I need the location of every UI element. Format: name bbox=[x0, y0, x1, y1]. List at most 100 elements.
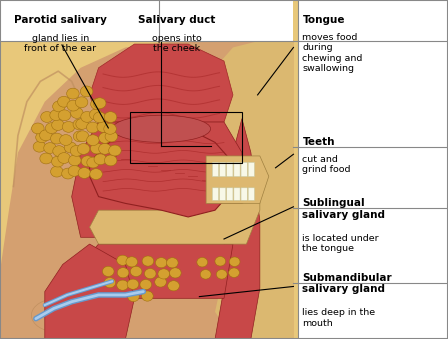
FancyBboxPatch shape bbox=[212, 188, 219, 200]
FancyBboxPatch shape bbox=[234, 162, 240, 177]
Text: Tongue: Tongue bbox=[302, 15, 345, 25]
Ellipse shape bbox=[109, 145, 121, 156]
Ellipse shape bbox=[33, 141, 46, 152]
Ellipse shape bbox=[36, 132, 48, 143]
Text: opens into
the cheek: opens into the cheek bbox=[152, 34, 202, 53]
Ellipse shape bbox=[104, 123, 116, 134]
Ellipse shape bbox=[126, 257, 138, 267]
Ellipse shape bbox=[44, 143, 56, 154]
Polygon shape bbox=[0, 41, 293, 339]
Ellipse shape bbox=[130, 266, 142, 277]
Ellipse shape bbox=[200, 270, 211, 279]
Ellipse shape bbox=[81, 112, 93, 122]
Ellipse shape bbox=[86, 135, 99, 146]
Ellipse shape bbox=[90, 99, 103, 109]
Ellipse shape bbox=[112, 115, 211, 142]
FancyBboxPatch shape bbox=[227, 162, 233, 177]
Ellipse shape bbox=[71, 107, 83, 118]
Ellipse shape bbox=[53, 146, 65, 157]
Ellipse shape bbox=[58, 153, 70, 163]
Ellipse shape bbox=[81, 156, 94, 167]
FancyBboxPatch shape bbox=[220, 188, 226, 200]
Ellipse shape bbox=[45, 123, 58, 134]
Ellipse shape bbox=[31, 298, 85, 332]
FancyBboxPatch shape bbox=[241, 188, 247, 200]
Ellipse shape bbox=[52, 101, 65, 112]
Ellipse shape bbox=[99, 143, 111, 154]
Ellipse shape bbox=[51, 166, 63, 177]
Ellipse shape bbox=[167, 258, 178, 268]
Polygon shape bbox=[67, 244, 233, 298]
Ellipse shape bbox=[158, 269, 170, 279]
FancyBboxPatch shape bbox=[234, 188, 240, 200]
Ellipse shape bbox=[128, 292, 139, 302]
Ellipse shape bbox=[216, 270, 227, 279]
Polygon shape bbox=[90, 125, 233, 217]
Text: cut and
grind food: cut and grind food bbox=[302, 155, 351, 174]
Polygon shape bbox=[45, 244, 134, 339]
Ellipse shape bbox=[52, 156, 64, 167]
Ellipse shape bbox=[87, 157, 99, 168]
Ellipse shape bbox=[90, 168, 102, 179]
Ellipse shape bbox=[215, 257, 226, 266]
Ellipse shape bbox=[142, 256, 154, 266]
Ellipse shape bbox=[78, 167, 90, 178]
Ellipse shape bbox=[117, 255, 129, 265]
Polygon shape bbox=[90, 197, 260, 244]
Ellipse shape bbox=[155, 277, 166, 287]
Polygon shape bbox=[0, 0, 293, 41]
Polygon shape bbox=[215, 41, 293, 339]
Ellipse shape bbox=[40, 153, 52, 164]
Ellipse shape bbox=[76, 131, 89, 142]
Text: Salivary duct: Salivary duct bbox=[138, 15, 215, 25]
Ellipse shape bbox=[197, 257, 207, 267]
Text: gland lies in
front of the ear: gland lies in front of the ear bbox=[25, 34, 96, 53]
Ellipse shape bbox=[117, 280, 129, 290]
Ellipse shape bbox=[52, 120, 64, 131]
Ellipse shape bbox=[104, 155, 117, 166]
Ellipse shape bbox=[99, 133, 111, 143]
Ellipse shape bbox=[142, 291, 153, 301]
FancyBboxPatch shape bbox=[241, 162, 247, 177]
Ellipse shape bbox=[127, 279, 139, 289]
FancyBboxPatch shape bbox=[248, 162, 254, 177]
Ellipse shape bbox=[104, 278, 116, 288]
Ellipse shape bbox=[105, 131, 118, 142]
Ellipse shape bbox=[76, 119, 88, 129]
Ellipse shape bbox=[41, 112, 53, 122]
Polygon shape bbox=[72, 122, 242, 237]
FancyBboxPatch shape bbox=[248, 188, 254, 200]
Ellipse shape bbox=[144, 268, 156, 279]
Ellipse shape bbox=[58, 110, 71, 121]
Text: Submandibular
salivary gland: Submandibular salivary gland bbox=[302, 273, 392, 295]
Ellipse shape bbox=[104, 112, 117, 122]
Polygon shape bbox=[298, 0, 448, 339]
FancyBboxPatch shape bbox=[220, 162, 226, 177]
Ellipse shape bbox=[70, 145, 83, 156]
Text: lies deep in the
mouth: lies deep in the mouth bbox=[302, 308, 375, 327]
Ellipse shape bbox=[73, 131, 86, 142]
Polygon shape bbox=[90, 44, 233, 122]
Ellipse shape bbox=[90, 109, 102, 120]
Text: Sublingual
salivary gland: Sublingual salivary gland bbox=[302, 198, 385, 220]
Polygon shape bbox=[215, 119, 260, 339]
Ellipse shape bbox=[51, 133, 63, 144]
Ellipse shape bbox=[90, 143, 103, 154]
Ellipse shape bbox=[73, 119, 86, 130]
Ellipse shape bbox=[155, 258, 167, 268]
Ellipse shape bbox=[228, 268, 239, 277]
Ellipse shape bbox=[75, 97, 88, 108]
Ellipse shape bbox=[169, 268, 181, 278]
Ellipse shape bbox=[97, 121, 109, 132]
Ellipse shape bbox=[80, 86, 93, 97]
Ellipse shape bbox=[93, 112, 106, 123]
Ellipse shape bbox=[86, 122, 99, 133]
Ellipse shape bbox=[67, 88, 79, 99]
Ellipse shape bbox=[94, 154, 107, 165]
Ellipse shape bbox=[168, 281, 179, 291]
Text: Teeth: Teeth bbox=[302, 137, 335, 147]
Ellipse shape bbox=[64, 142, 77, 153]
Ellipse shape bbox=[103, 266, 114, 277]
Ellipse shape bbox=[60, 135, 72, 145]
Ellipse shape bbox=[39, 130, 52, 141]
